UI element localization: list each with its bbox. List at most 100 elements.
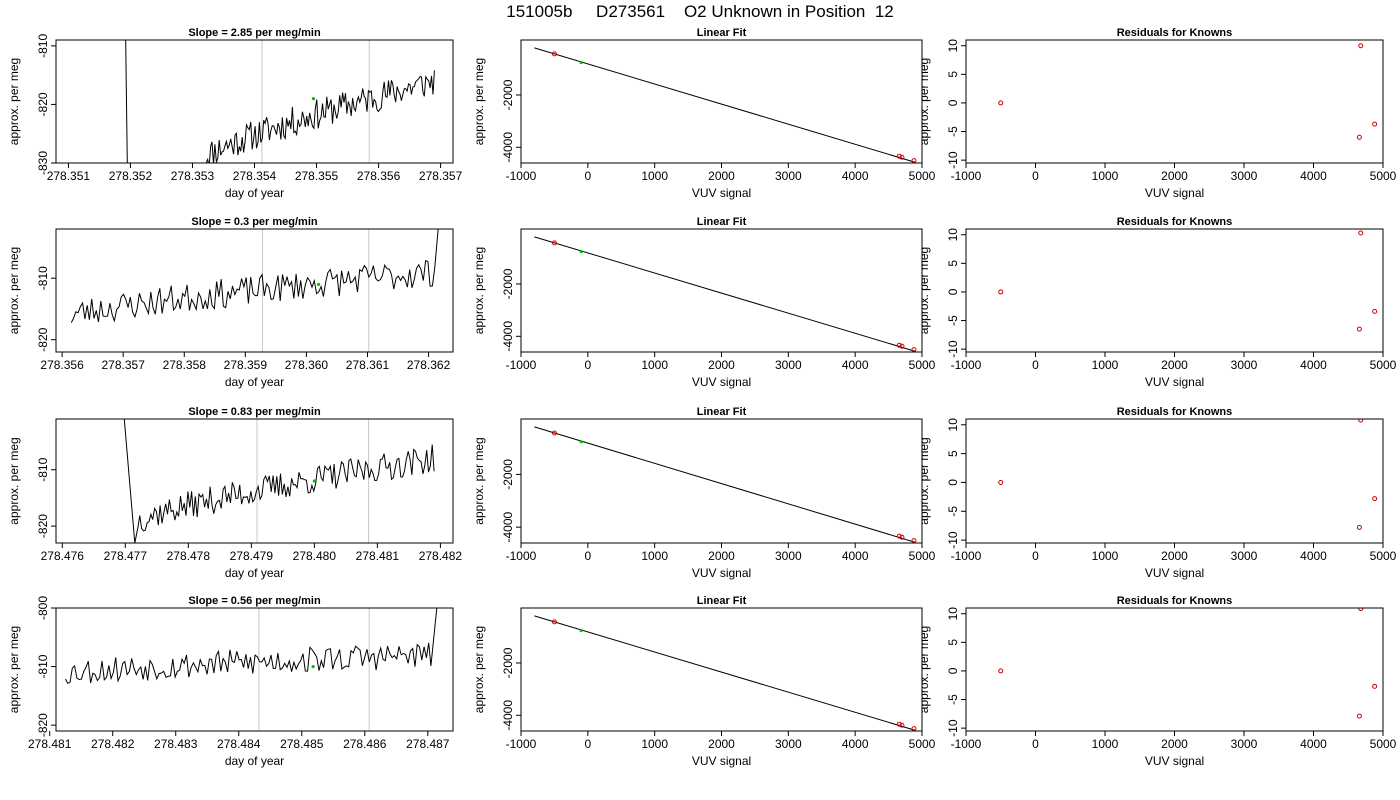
- y-tick-label: -4000: [501, 700, 515, 731]
- panel-title: Linear Fit: [697, 27, 747, 39]
- y-tick-label: 10: [946, 228, 960, 242]
- plot-frame: [520, 228, 923, 353]
- unknown-marker: [311, 96, 316, 101]
- plot-area: [534, 236, 917, 352]
- x-tick-label: 1000: [1092, 169, 1119, 183]
- x-tick-label: 5000: [1370, 737, 1397, 751]
- x-tick-label: 278.480: [293, 549, 337, 563]
- panel-0-2: Slope = 0.83 per meg/min 278.476 278.477 27…: [7, 406, 463, 580]
- panel-title: Residuals for Knowns: [1117, 27, 1233, 39]
- y-tick-label: 5: [946, 639, 960, 646]
- y-tick-label: -5: [946, 315, 960, 326]
- x-axis-label: day of year: [225, 375, 284, 389]
- x-tick-label: 278.352: [109, 169, 153, 183]
- x-tick-label: 278.482: [419, 549, 463, 563]
- plot-frame: [965, 607, 1384, 732]
- y-tick-label: -2000: [501, 268, 515, 299]
- known-point: [998, 668, 1004, 674]
- y-axis-label: approx. per meg: [917, 58, 931, 145]
- known-point: [896, 342, 902, 348]
- known-point: [1358, 608, 1364, 612]
- known-point: [998, 479, 1004, 485]
- known-point: [1356, 524, 1362, 530]
- plot-frame: [965, 228, 1384, 353]
- y-tick-label: -820: [36, 92, 50, 116]
- fit-line: [534, 615, 916, 731]
- known-point: [1358, 43, 1364, 49]
- x-tick-label: 0: [584, 169, 591, 183]
- x-tick-label: 278.483: [154, 737, 198, 751]
- known-point: [899, 343, 905, 349]
- y-tick-label: -810: [36, 34, 50, 58]
- known-point: [1372, 496, 1378, 502]
- plot-area: [998, 230, 1378, 332]
- x-tick-label: 4000: [842, 169, 869, 183]
- known-point: [551, 619, 557, 625]
- y-tick-label: -820: [36, 514, 50, 538]
- x-tick-label: 278.351: [47, 169, 91, 183]
- x-tick-label: 4000: [1300, 358, 1327, 372]
- y-tick-label: -830: [36, 151, 50, 175]
- x-tick-label: 278.479: [230, 549, 274, 563]
- x-tick-label: 4000: [842, 358, 869, 372]
- y-tick-label: -10: [946, 340, 960, 358]
- panel-title: Linear Fit: [697, 595, 747, 607]
- y-tick-label: -5: [946, 506, 960, 517]
- plot-area: [534, 426, 917, 543]
- y-tick-label: -810: [36, 654, 50, 678]
- known-point: [896, 533, 902, 539]
- unknown-marker: [317, 282, 321, 286]
- x-tick-label: 278.360: [285, 358, 329, 372]
- plot-area: [998, 43, 1378, 140]
- x-tick-label: 1000: [1092, 358, 1119, 372]
- plot-frame: [55, 228, 454, 353]
- x-tick-label: 1000: [641, 549, 668, 563]
- known-point: [551, 51, 557, 57]
- plot-area: [998, 608, 1378, 719]
- x-tick-label: 0: [1032, 358, 1039, 372]
- x-tick-label: 278.485: [280, 737, 324, 751]
- x-tick-label: 278.481: [28, 737, 72, 751]
- y-axis-label: approx. per meg: [472, 626, 486, 713]
- page-title: 151005b D273561 O2 Unknown in Position 1…: [506, 2, 894, 21]
- x-tick-label: 278.354: [233, 169, 277, 183]
- known-point: [1372, 121, 1378, 127]
- y-tick-label: -2000: [501, 459, 515, 490]
- panel-1-3: Linear Fit -1000 0 1000 2000 3000 4000 5000 VUV …: [472, 595, 936, 768]
- x-tick-label: 0: [1032, 549, 1039, 563]
- panel-title: Slope = 0.56 per meg/min: [188, 595, 321, 607]
- x-tick-label: 2000: [1161, 737, 1188, 751]
- known-point: [998, 100, 1004, 106]
- y-tick-label: 10: [946, 607, 960, 621]
- x-axis-label: VUV signal: [1145, 566, 1204, 580]
- series-line: [123, 419, 435, 543]
- x-axis-label: VUV signal: [692, 566, 751, 580]
- y-tick-label: -4000: [501, 512, 515, 543]
- x-tick-label: 3000: [1231, 549, 1258, 563]
- x-tick-label: 278.356: [357, 169, 401, 183]
- x-tick-label: 5000: [1370, 169, 1397, 183]
- x-tick-label: -1000: [951, 737, 982, 751]
- known-point: [899, 154, 905, 160]
- x-tick-label: 3000: [775, 549, 802, 563]
- y-tick-label: -10: [946, 719, 960, 737]
- known-point: [1372, 308, 1378, 314]
- x-axis-label: day of year: [225, 186, 284, 200]
- y-tick-label: -5: [946, 694, 960, 705]
- panel-0-0: Slope = 2.85 per meg/min 278.351 278.352 27…: [7, 27, 463, 200]
- x-tick-label: 3000: [1231, 169, 1258, 183]
- y-axis-label: approx. per meg: [7, 58, 21, 145]
- plot-area: [65, 608, 438, 731]
- x-tick-label: 2000: [708, 549, 735, 563]
- panel-title: Linear Fit: [697, 406, 747, 418]
- x-tick-label: -1000: [506, 549, 537, 563]
- x-tick-label: 5000: [909, 549, 936, 563]
- y-tick-label: 5: [946, 450, 960, 457]
- plot-area: [123, 419, 435, 543]
- x-tick-label: 278.487: [406, 737, 450, 751]
- x-axis-label: VUV signal: [692, 375, 751, 389]
- panel-2-3: Residuals for Knowns -1000 0 1000 2000 3000 40…: [917, 595, 1397, 768]
- x-tick-label: 2000: [708, 737, 735, 751]
- y-axis-label: approx. per meg: [472, 247, 486, 334]
- x-tick-label: 3000: [775, 358, 802, 372]
